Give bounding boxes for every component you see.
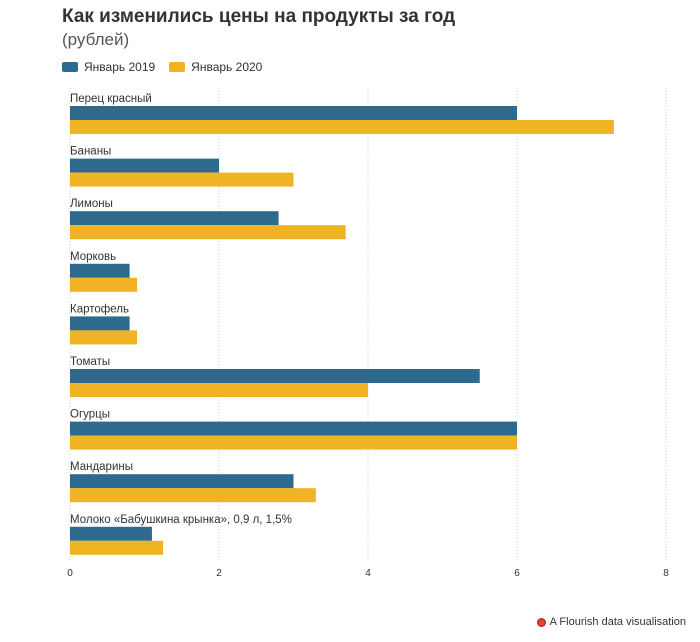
bar-2019[interactable]	[70, 369, 480, 383]
legend-label-2020: Январь 2020	[191, 60, 263, 74]
category-label: Бананы	[70, 146, 111, 158]
legend-swatch-2019	[62, 62, 78, 72]
bar-2019[interactable]	[70, 316, 130, 331]
bar-2019[interactable]	[70, 263, 130, 278]
bars	[70, 106, 614, 555]
bar-2020[interactable]	[70, 330, 138, 345]
legend-label-2019: Январь 2019	[84, 60, 156, 74]
category-label: Томаты	[70, 356, 110, 368]
x-tick-label: 8	[663, 568, 669, 579]
bar-2020[interactable]	[70, 540, 164, 555]
bar-2020[interactable]	[70, 383, 368, 397]
bar-2020[interactable]	[70, 172, 294, 187]
category-label: Морковь	[70, 251, 116, 263]
chart-title: Как изменились цены на продукты за год	[62, 6, 456, 27]
x-axis-ticks: 0 2 4 6 8	[67, 568, 669, 579]
x-tick-label: 6	[514, 568, 520, 579]
category-label: Молоко «Бабушкина крынка», 0,9 л, 1,5%	[70, 514, 292, 526]
chart-legend: Январь 2019 Январь 2020	[62, 60, 276, 74]
flourish-logo-icon	[536, 617, 546, 627]
category-label: Перец красный	[70, 93, 152, 105]
bar-2019[interactable]	[70, 211, 279, 226]
category-label: Картофель	[70, 303, 129, 315]
bar-2020[interactable]	[70, 120, 614, 134]
flourish-credit-text: A Flourish data visualisation	[549, 616, 686, 628]
bar-2019[interactable]	[70, 158, 219, 173]
category-label: Огурцы	[70, 409, 110, 421]
category-label: Мандарины	[70, 461, 133, 473]
x-tick-label: 4	[365, 568, 371, 579]
bar-2020[interactable]	[70, 488, 316, 503]
legend-item-2020[interactable]: Январь 2020	[169, 60, 262, 74]
chart-header: Как изменились цены на продукты за год (…	[62, 5, 682, 51]
bar-2019[interactable]	[70, 474, 294, 489]
bar-2020[interactable]	[70, 277, 138, 292]
legend-swatch-2020	[169, 62, 186, 72]
bar-2019[interactable]	[70, 106, 517, 120]
bar-2019[interactable]	[70, 526, 152, 541]
bar-2019[interactable]	[70, 421, 517, 436]
chart-subtitle: (рублей)	[62, 30, 130, 49]
flourish-credit[interactable]: A Flourish data visualisation	[536, 616, 686, 628]
bar-2020[interactable]	[70, 225, 346, 240]
category-label: Лимоны	[70, 198, 113, 210]
legend-item-2019[interactable]: Январь 2019	[62, 60, 155, 74]
x-tick-label: 0	[67, 568, 73, 579]
category-labels: Перец красный Бананы Лимоны Морковь Картофел…	[70, 93, 292, 526]
bar-2020[interactable]	[70, 435, 517, 450]
x-tick-label: 2	[216, 568, 222, 579]
